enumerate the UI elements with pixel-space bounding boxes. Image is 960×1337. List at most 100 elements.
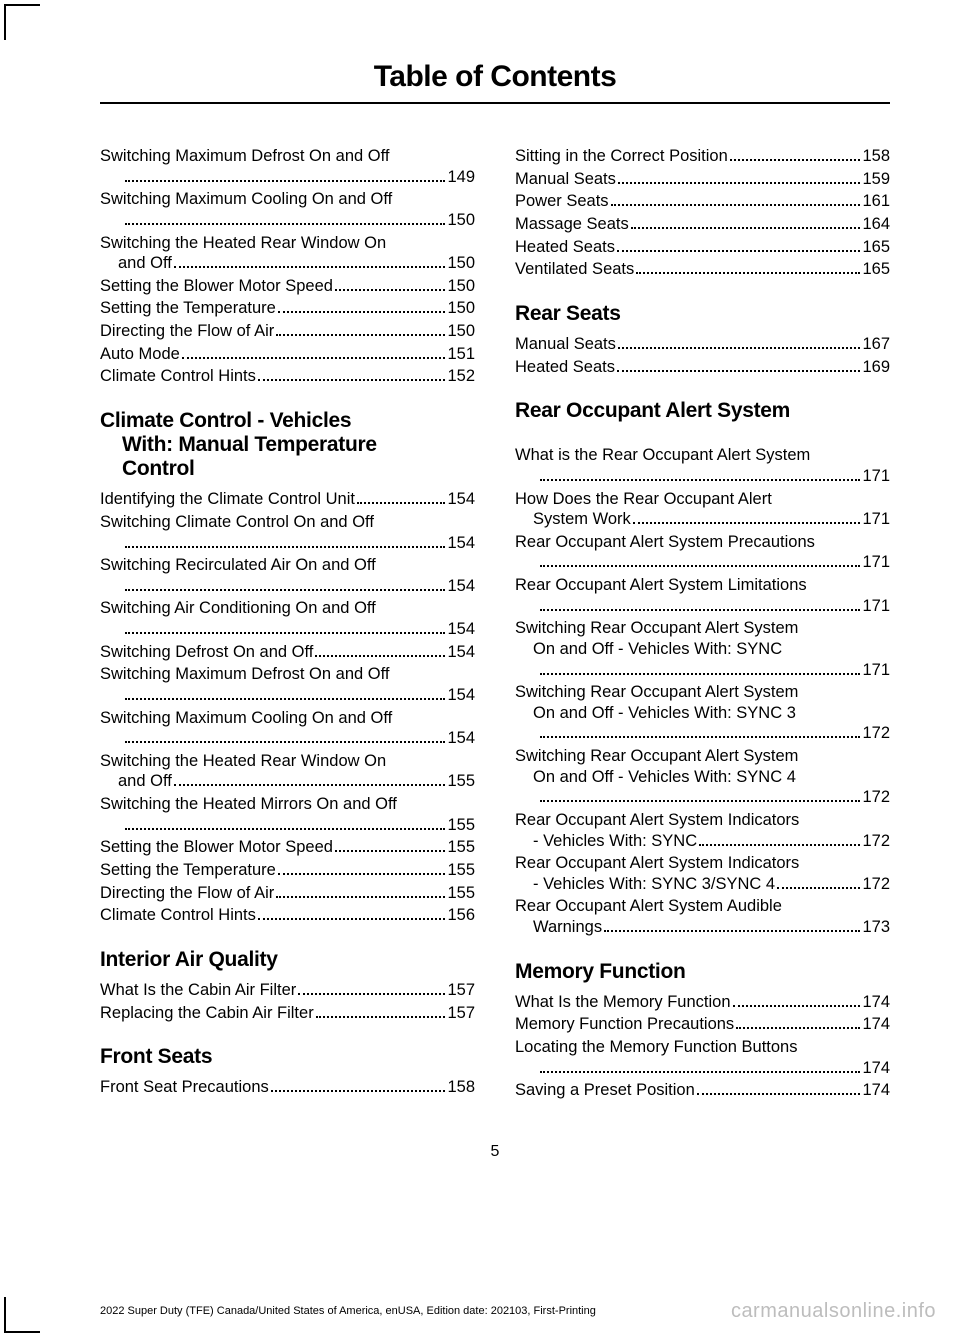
toc-entry: How Does the Rear Occupant AlertSystem W… — [515, 489, 890, 530]
toc-entry-title: Setting the Temperature — [100, 298, 276, 319]
toc-entry: What Is the Cabin Air Filter157 — [100, 980, 475, 1001]
toc-entry-title: Directing the Flow of Air — [100, 321, 274, 342]
leader-dots — [699, 832, 860, 845]
toc-entry: Rear Occupant Alert System Indicators- V… — [515, 853, 890, 894]
toc-entry: Heated Seats165 — [515, 237, 890, 258]
toc-entry: Climate Control Hints156 — [100, 905, 475, 926]
leader-dots — [315, 643, 445, 656]
toc-entry: Switching the Heated Rear Window Onand O… — [100, 751, 475, 792]
toc-entry: Front Seat Precautions158 — [100, 1077, 475, 1098]
leader-dots — [298, 982, 445, 995]
leader-dots — [278, 862, 446, 875]
toc-entry-title: Massage Seats — [515, 214, 629, 235]
toc-entry-page: 171 — [862, 596, 890, 617]
leader-dots — [736, 1016, 860, 1029]
toc-entry: Switching Rear Occupant Alert SystemOn a… — [515, 618, 890, 680]
toc-entry-page: 167 — [862, 334, 890, 355]
leader-dots — [316, 1004, 446, 1017]
toc-entry: Switching Maximum Defrost On and Off 149 — [100, 146, 475, 187]
toc-entry-title: Switching Climate Control On and Off — [100, 512, 475, 533]
toc-entry: Setting the Temperature 155 — [100, 860, 475, 881]
toc-entry-page: 174 — [862, 1014, 890, 1035]
toc-entry-title: Manual Seats — [515, 169, 616, 190]
right-column: Sitting in the Correct Position158Manual… — [515, 144, 890, 1103]
toc-entry-title: What is the Rear Occupant Alert System — [515, 445, 890, 466]
toc-entry-title: Manual Seats — [515, 334, 616, 355]
toc-entry: Switching Climate Control On and Off 154 — [100, 512, 475, 553]
header: Table of Contents — [100, 60, 890, 94]
toc-entry-page: 174 — [862, 1080, 890, 1101]
toc-entry-page: 152 — [447, 366, 475, 387]
toc-entry: Switching Rear Occupant Alert SystemOn a… — [515, 746, 890, 808]
leader-dots — [540, 554, 861, 567]
toc-entry-page: 161 — [862, 191, 890, 212]
leader-dots — [276, 323, 445, 336]
section-title: Front Seats — [100, 1045, 475, 1069]
toc-entry-title: Memory Function Precautions — [515, 1014, 734, 1035]
toc-entry-page: 156 — [447, 905, 475, 926]
leader-dots — [540, 468, 861, 481]
leader-dots — [125, 578, 446, 591]
toc-entry: Heated Seats169 — [515, 357, 890, 378]
toc-entry: Directing the Flow of Air150 — [100, 321, 475, 342]
toc-entry: Directing the Flow of Air155 — [100, 883, 475, 904]
leader-dots — [540, 789, 861, 802]
toc-entry-title: Switching Recirculated Air On and Off — [100, 555, 475, 576]
toc-entry: What Is the Memory Function174 — [515, 992, 890, 1013]
toc-entry-title-cont: On and Off - Vehicles With: SYNC 4 — [515, 767, 890, 788]
leader-dots — [125, 730, 446, 743]
toc-entry-page: 154 — [447, 728, 475, 749]
leader-dots — [258, 368, 446, 381]
toc-entry-page: 172 — [862, 723, 890, 744]
toc-entry-page: 150 — [447, 276, 475, 297]
leader-dots — [540, 1059, 861, 1072]
leader-dots — [733, 994, 861, 1007]
leader-dots — [611, 193, 861, 206]
toc-entry-title: Auto Mode — [100, 344, 180, 365]
leader-dots — [540, 725, 861, 738]
toc-entry-page: 155 — [447, 815, 475, 836]
toc-entry: Replacing the Cabin Air Filter 157 — [100, 1003, 475, 1024]
header-rule — [100, 102, 890, 104]
leader-dots — [278, 300, 446, 313]
toc-entry-title: Front Seat Precautions — [100, 1077, 269, 1098]
toc-entry: Switching Maximum Cooling On and Off 154 — [100, 708, 475, 749]
leader-dots — [125, 621, 446, 634]
toc-entry-page: 149 — [447, 167, 475, 188]
toc-entry-title: Switching the Heated Rear Window On — [100, 751, 475, 772]
toc-entry-page: 154 — [447, 619, 475, 640]
leader-dots — [125, 816, 446, 829]
toc-entry-page: 158 — [862, 146, 890, 167]
toc-entry-page: 174 — [862, 1058, 890, 1079]
toc-entry-page: 164 — [862, 214, 890, 235]
toc-entry-title: Switching Maximum Defrost On and Off — [100, 146, 475, 167]
toc-entry: Switching the Heated Rear Window Onand O… — [100, 233, 475, 274]
toc-entry-page: 165 — [862, 237, 890, 258]
toc-entry-title: Setting the Blower Motor Speed — [100, 276, 333, 297]
toc-entry: Switching Air Conditioning On and Off 15… — [100, 598, 475, 639]
toc-entry-title: Power Seats — [515, 191, 609, 212]
toc-entry-page: 172 — [862, 874, 890, 895]
leader-dots — [335, 278, 446, 291]
toc-entry-page: 155 — [447, 860, 475, 881]
toc-entry-title: Switching Air Conditioning On and Off — [100, 598, 475, 619]
toc-entry-title-cont: On and Off - Vehicles With: SYNC — [515, 639, 890, 660]
toc-entry-title: Switching Rear Occupant Alert System — [515, 618, 890, 639]
toc-entry-page: 154 — [447, 533, 475, 554]
toc-entry-title: Replacing the Cabin Air Filter — [100, 1003, 314, 1024]
toc-entry: Manual Seats159 — [515, 169, 890, 190]
leader-dots — [540, 661, 861, 674]
toc-entry-title-cont: - Vehicles With: SYNC — [515, 831, 697, 852]
toc-entry-title-cont: On and Off - Vehicles With: SYNC 3 — [515, 703, 890, 724]
leader-dots — [125, 534, 446, 547]
crop-mark-tl — [4, 4, 40, 40]
toc-entry-page: 151 — [447, 344, 475, 365]
toc-entry-title: Switching the Heated Rear Window On — [100, 233, 475, 254]
toc-entry-title: Setting the Temperature — [100, 860, 276, 881]
toc-entry-page: 174 — [862, 992, 890, 1013]
leader-dots — [697, 1082, 861, 1095]
toc-entry-title-cont: Warnings — [515, 917, 602, 938]
toc-entry-page: 169 — [862, 357, 890, 378]
toc-entry-page: 157 — [447, 1003, 475, 1024]
toc-entry: Climate Control Hints152 — [100, 366, 475, 387]
